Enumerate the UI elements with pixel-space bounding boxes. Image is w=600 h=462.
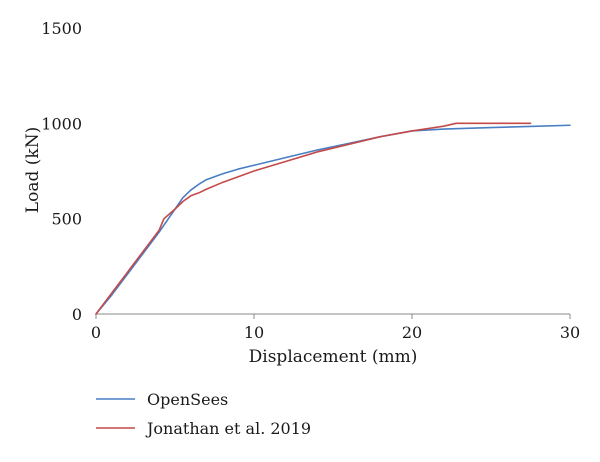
series-line-jonathan-et-al-2019 [95, 122, 532, 315]
ticks-layer: 0 10 20 30 0 500 1000 1500 [41, 19, 580, 342]
series-line-opensees [95, 124, 571, 315]
x-axis-title: Displacement (mm) [249, 347, 418, 367]
x-tick-label: 0 [91, 323, 101, 342]
x-tick-label: 30 [560, 323, 580, 342]
legend-label-opensees: OpenSees [147, 390, 228, 409]
y-tick-label: 500 [51, 210, 82, 229]
series-layer [95, 122, 571, 315]
legend: OpenSees Jonathan et al. 2019 [96, 390, 311, 438]
x-tick-label: 20 [402, 323, 422, 342]
y-tick-label: 1000 [41, 114, 82, 133]
y-axis-title: Load (kN) [23, 127, 43, 213]
legend-label-jonathan: Jonathan et al. 2019 [145, 419, 311, 438]
x-tick-label: 10 [244, 323, 264, 342]
y-tick-label: 0 [72, 305, 82, 324]
y-tick-label: 1500 [41, 19, 82, 38]
